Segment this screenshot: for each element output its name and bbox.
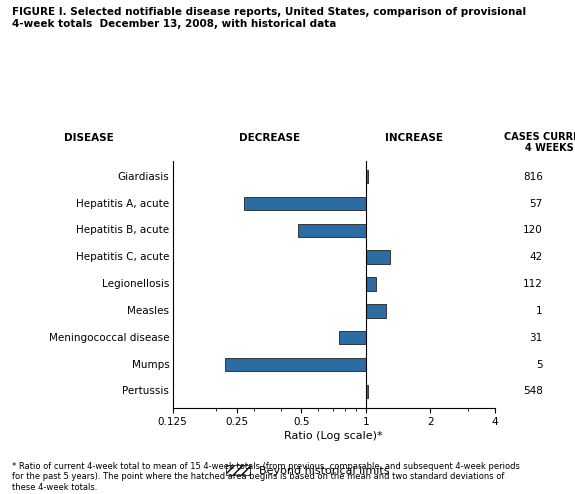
Text: INCREASE: INCREASE (385, 133, 443, 143)
Bar (366, 250, 390, 264)
Text: Meningococcal disease: Meningococcal disease (49, 333, 169, 343)
Text: 816: 816 (523, 171, 543, 182)
Text: 112: 112 (523, 279, 543, 289)
Text: Hepatitis C, acute: Hepatitis C, acute (76, 252, 169, 262)
Text: 120: 120 (523, 225, 543, 235)
Bar (297, 224, 366, 237)
Bar (244, 197, 366, 210)
Text: Hepatitis B, acute: Hepatitis B, acute (76, 225, 169, 235)
X-axis label: Ratio (Log scale)*: Ratio (Log scale)* (284, 431, 383, 442)
Bar (366, 170, 367, 183)
Text: Giardiasis: Giardiasis (117, 171, 169, 182)
Text: CASES CURRENT
4 WEEKS: CASES CURRENT 4 WEEKS (504, 131, 575, 153)
Text: 31: 31 (530, 333, 543, 343)
Bar (366, 385, 369, 398)
Text: 1: 1 (536, 306, 543, 316)
Text: 5: 5 (536, 360, 543, 370)
Legend: Beyond historical limits: Beyond historical limits (226, 465, 390, 476)
Text: 548: 548 (523, 386, 543, 397)
Text: FIGURE I. Selected notifiable disease reports, United States, comparison of prov: FIGURE I. Selected notifiable disease re… (12, 7, 526, 29)
Text: Legionellosis: Legionellosis (102, 279, 169, 289)
Text: Pertussis: Pertussis (122, 386, 169, 397)
Text: DISEASE: DISEASE (64, 133, 114, 143)
Bar (339, 331, 366, 344)
Text: DECREASE: DECREASE (239, 133, 300, 143)
Bar (366, 304, 386, 318)
Text: 42: 42 (530, 252, 543, 262)
Text: Hepatitis A, acute: Hepatitis A, acute (76, 199, 169, 208)
Bar (366, 277, 376, 291)
Text: Mumps: Mumps (132, 360, 169, 370)
Text: Measles: Measles (127, 306, 169, 316)
Text: * Ratio of current 4-week total to mean of 15 4-week totals (from previous, comp: * Ratio of current 4-week total to mean … (12, 462, 519, 492)
Bar (225, 358, 366, 371)
Text: 57: 57 (530, 199, 543, 208)
